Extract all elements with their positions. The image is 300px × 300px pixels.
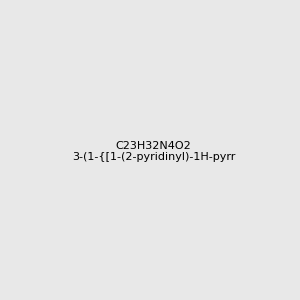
Text: C23H32N4O2
3-(1-{[1-(2-pyridinyl)-1H-pyrr: C23H32N4O2 3-(1-{[1-(2-pyridinyl)-1H-pyr…	[72, 141, 236, 162]
